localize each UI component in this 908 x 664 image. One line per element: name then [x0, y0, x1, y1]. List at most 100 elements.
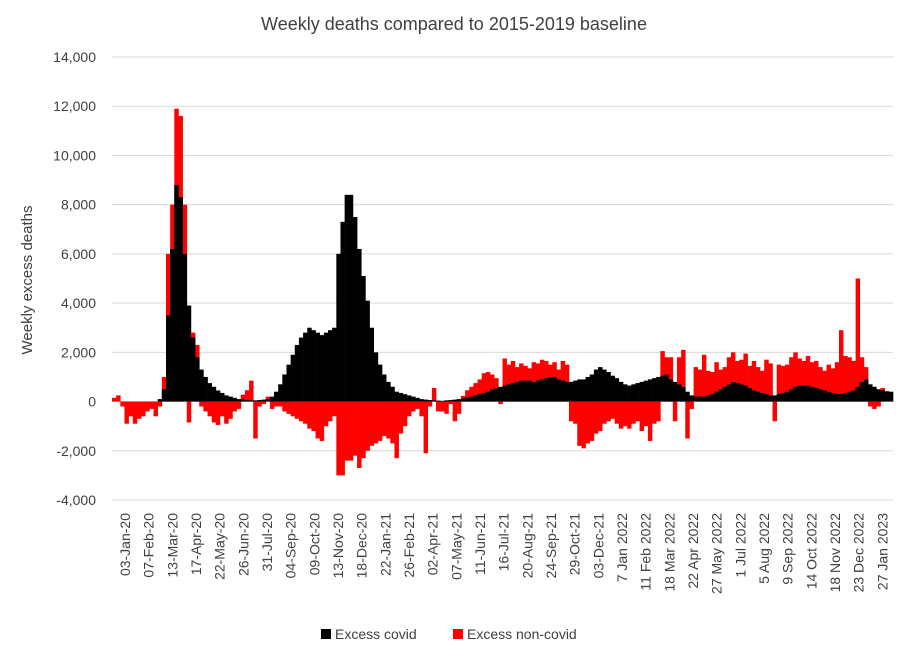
x-tick-label: 26-Feb-21 — [401, 513, 417, 578]
bar-excess-covid — [373, 352, 379, 402]
x-tick-label: 27 May 2022 — [709, 513, 725, 594]
bar-excess-covid — [427, 400, 433, 402]
bar-excess-covid — [469, 396, 474, 402]
bar-excess-non-covid — [614, 401, 620, 424]
y-tick-label: -4,000 — [56, 492, 96, 508]
bar-excess-covid — [627, 385, 632, 402]
bar-excess-non-covid — [361, 401, 366, 459]
bar-excess-covid — [527, 380, 532, 402]
bar-excess-covid — [269, 396, 275, 402]
bar-excess-covid — [560, 380, 566, 402]
bar-excess-covid — [170, 248, 175, 402]
bar-excess-non-covid — [377, 401, 383, 441]
legend-swatch-excess-non-covid — [453, 629, 463, 639]
bar-excess-covid — [614, 378, 620, 402]
bar-excess-covid — [211, 386, 217, 402]
bar-excess-covid — [394, 391, 399, 402]
x-tick-labels: 03-Jan-20 07-Feb-20 13-Mar-20 17-Apr-20 22-M… — [117, 513, 890, 594]
bar-excess-covid — [809, 386, 815, 402]
y-tick-labels: -4,000 -2,000 0 2,000 4,000 6,000 8,000 10,000 1… — [53, 49, 96, 508]
bar-excess-non-covid — [161, 376, 167, 390]
bar-excess-non-covid — [610, 401, 615, 419]
bar-excess-covid — [747, 388, 753, 402]
bar-excess-non-covid — [406, 401, 412, 417]
bar-excess-non-covid — [818, 367, 823, 390]
x-tick-label: 18 Nov 2022 — [827, 513, 843, 593]
bar-excess-non-covid — [552, 362, 557, 377]
bar-excess-non-covid — [332, 401, 337, 417]
bar-excess-non-covid — [560, 360, 566, 381]
bar-excess-non-covid — [286, 401, 291, 414]
chart-title: Weekly deaths compared to 2015-2019 base… — [261, 14, 647, 34]
bar-excess-covid — [739, 384, 744, 402]
bar-excess-non-covid — [398, 401, 404, 434]
bar-excess-non-covid — [730, 352, 736, 382]
bar-excess-non-covid — [510, 360, 516, 384]
x-tick-label: 16-Jul-21 — [496, 513, 512, 572]
bar-excess-covid — [510, 383, 516, 402]
bar-excess-non-covid — [838, 330, 844, 395]
bar-excess-non-covid — [186, 401, 192, 423]
bar-excess-non-covid — [294, 401, 300, 419]
bar-excess-non-covid — [793, 352, 798, 387]
bar-excess-non-covid — [236, 401, 242, 409]
bar-excess-covid — [751, 390, 757, 402]
bar-excess-non-covid — [427, 401, 433, 407]
bar-excess-non-covid — [876, 401, 881, 407]
bar-excess-non-covid — [706, 370, 711, 396]
y-tick-label: 10,000 — [53, 147, 96, 163]
bar-excess-non-covid — [157, 401, 163, 407]
x-tick-label: 11 Feb 2022 — [638, 513, 654, 591]
x-tick-label: 1 Jul 2022 — [732, 513, 748, 578]
bar-excess-non-covid — [598, 401, 603, 432]
bar-excess-non-covid — [440, 401, 445, 412]
bar-excess-covid — [481, 392, 487, 402]
bar-excess-non-covid — [676, 357, 682, 385]
bar-excess-covid — [460, 398, 466, 402]
bar-excess-non-covid — [203, 401, 208, 412]
x-tick-label: 22-May-20 — [212, 513, 228, 580]
legend-swatch-excess-covid — [321, 629, 331, 639]
bar-excess-non-covid — [431, 388, 437, 401]
bar-excess-covid — [884, 391, 890, 402]
bar-excess-non-covid — [357, 401, 362, 469]
bar-excess-covid — [872, 386, 877, 402]
bar-excess-covid — [843, 392, 848, 402]
x-tick-label: 13-Nov-20 — [330, 513, 346, 579]
bar-excess-covid — [431, 400, 437, 402]
bar-excess-non-covid — [519, 363, 524, 381]
bar-excess-covid — [357, 248, 362, 402]
bar-excess-covid — [352, 216, 358, 402]
bar-excess-non-covid — [411, 401, 416, 412]
bar-excess-non-covid — [639, 401, 645, 432]
bar-excess-covid — [157, 399, 163, 402]
bar-excess-non-covid — [261, 401, 267, 405]
bar-excess-non-covid — [589, 401, 595, 441]
bar-excess-covid — [195, 357, 200, 402]
bar-excess-covid — [473, 395, 478, 402]
bar-excess-covid — [502, 385, 507, 402]
bar-excess-non-covid — [386, 401, 391, 439]
bar-excess-non-covid — [240, 394, 246, 400]
bar-excess-non-covid — [436, 401, 441, 412]
bar-excess-non-covid — [847, 357, 852, 392]
bar-excess-non-covid — [514, 367, 520, 382]
bar-excess-non-covid — [635, 401, 640, 422]
bar-excess-non-covid — [585, 401, 591, 444]
bar-excess-non-covid — [224, 401, 229, 424]
bar-excess-covid — [452, 399, 458, 402]
bar-excess-covid — [805, 385, 811, 402]
bar-excess-non-covid — [735, 360, 740, 384]
bar-excess-covid — [166, 315, 171, 402]
bar-excess-non-covid — [473, 383, 478, 396]
bar-excess-non-covid — [814, 360, 819, 389]
bar-excess-covid — [585, 376, 591, 402]
bar-excess-covid — [685, 391, 690, 402]
bar-excess-non-covid — [618, 401, 624, 429]
bar-excess-covid — [847, 391, 852, 402]
bar-excess-non-covid — [141, 401, 146, 417]
bar-excess-covid — [743, 385, 748, 402]
bar-excess-covid — [340, 221, 345, 402]
bar-excess-non-covid — [469, 386, 474, 397]
bar-excess-non-covid — [423, 401, 429, 454]
